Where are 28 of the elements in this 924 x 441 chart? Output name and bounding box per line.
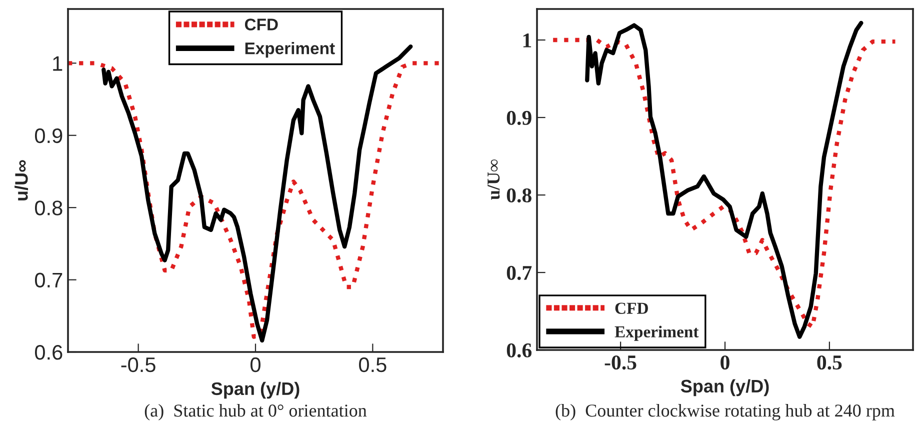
x-tick-label: 0.5 [359,357,386,372]
x-tick-label: 0 [720,355,730,370]
y-tick-label: 0.7 [34,272,62,288]
text: (b) Counter clockwise rotating hub at 240 rpm [556,404,895,420]
legend-label: CFD [244,18,278,30]
y-tick-label: 0.8 [506,188,532,203]
y-tick-label: 0.8 [34,200,62,216]
y-tick-label: 0.6 [34,345,62,360]
legend-label: CFD [615,302,648,314]
legend-label: Experiment [245,42,335,58]
x-tick-label: -0.5 [604,355,636,370]
y-tick-label: 1 [53,56,62,71]
legend-label: Experiment [614,326,699,341]
x-tick-label: 0.5 [817,355,842,370]
y-axis-title: u/U∞ [14,160,28,200]
line-series [102,44,413,343]
x-axis-title: Span (y/D) [211,382,300,399]
x-axis-title: Span (y/D) [680,379,769,396]
y-tick-label: 0.9 [506,110,532,126]
y-axis-title: u/U∞ [488,160,500,200]
x-tick-label: 0 [250,357,260,372]
y-tick-label: 0.6 [506,343,532,358]
y-tick-label: 1 [523,33,532,48]
text: (a) Static hub at 0° orientation [144,404,367,420]
y-tick-label: 0.7 [506,266,532,280]
line-series [585,20,864,339]
y-tick-label: 0.9 [34,128,62,144]
x-tick-label: -0.5 [121,357,156,372]
